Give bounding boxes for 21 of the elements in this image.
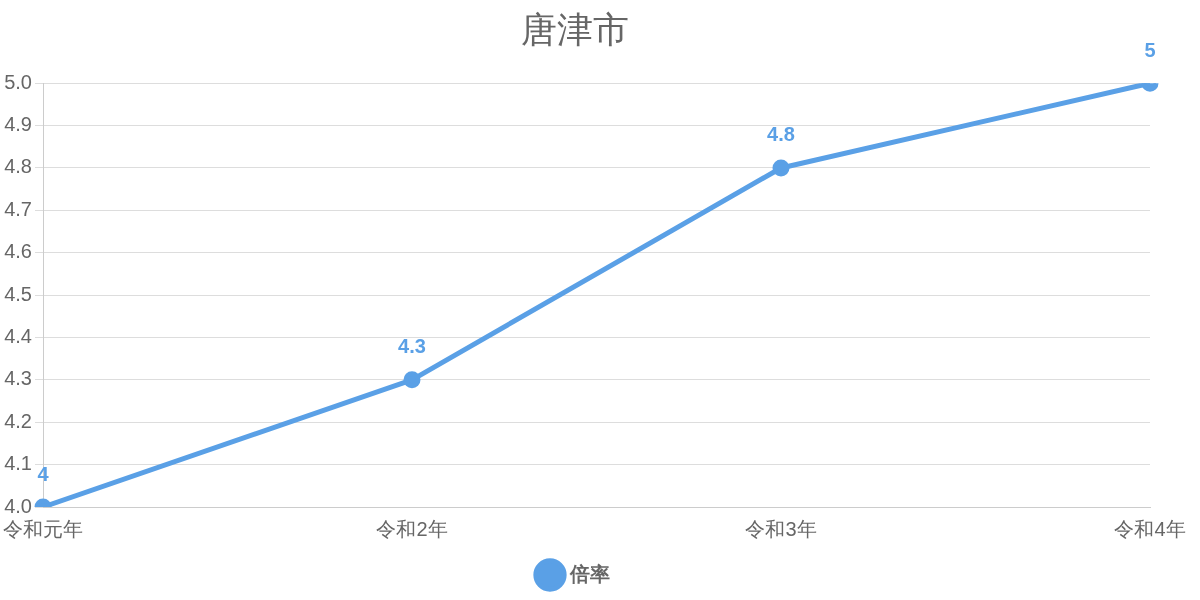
y-tick-label: 4.8 bbox=[4, 155, 32, 178]
data-label: 4 bbox=[37, 462, 50, 485]
y-tick-label: 4.5 bbox=[4, 282, 32, 305]
data-label: 4.3 bbox=[398, 335, 426, 358]
x-tick-label: 令和4年 bbox=[1114, 517, 1186, 540]
x-tick-label: 令和2年 bbox=[376, 517, 448, 540]
legend-label: 倍率 bbox=[569, 562, 610, 585]
y-tick-label: 4.3 bbox=[4, 367, 32, 390]
y-tick-label: 4.0 bbox=[4, 494, 32, 517]
y-tick-label: 4.1 bbox=[4, 452, 32, 475]
data-label: 5 bbox=[1144, 38, 1156, 61]
data-label: 4.8 bbox=[767, 123, 795, 146]
x-tick-label: 令和元年 bbox=[3, 517, 83, 540]
y-tick-label: 4.4 bbox=[4, 325, 32, 347]
y-tick-label: 5.0 bbox=[4, 70, 32, 93]
chart-title: 唐津市 bbox=[521, 8, 629, 50]
y-tick-label: 4.2 bbox=[4, 409, 32, 432]
y-tick-label: 4.6 bbox=[4, 240, 32, 263]
x-tick-label: 令和3年 bbox=[745, 517, 817, 540]
y-tick-label: 4.7 bbox=[4, 197, 32, 220]
y-tick-label: 4.9 bbox=[4, 113, 32, 136]
